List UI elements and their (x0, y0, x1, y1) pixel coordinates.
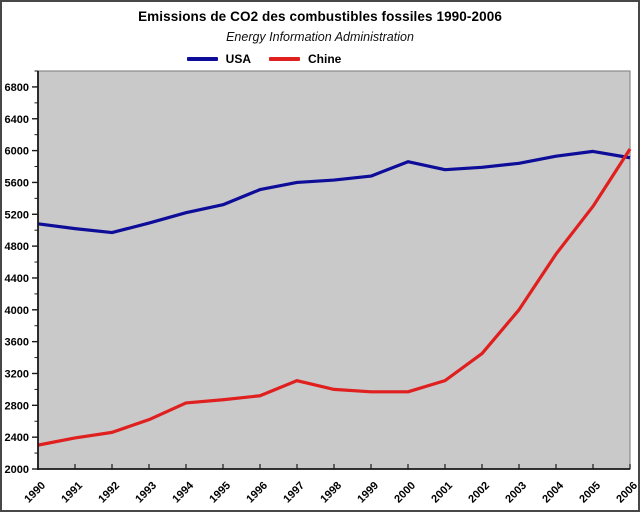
y-axis-label: 5200 (5, 209, 29, 221)
y-axis-label: 4800 (5, 241, 29, 253)
x-axis-label: 1998 (318, 480, 344, 506)
y-axis-label: 5600 (5, 177, 29, 189)
y-axis-label: 3200 (5, 368, 29, 380)
legend: USA Chine (2, 52, 582, 66)
x-axis-label: 2005 (577, 480, 603, 506)
legend-item-usa: USA (186, 52, 251, 66)
x-axis-label: 1997 (281, 480, 307, 506)
plot-background (37, 70, 631, 470)
y-axis-label: 6800 (5, 82, 29, 94)
y-axis-label: 4000 (5, 305, 29, 317)
chart-title: Emissions de CO2 des combustibles fossil… (138, 9, 502, 24)
y-axis-label: 2800 (5, 400, 29, 412)
legend-label: USA (225, 52, 251, 66)
x-axis-label: 1994 (170, 479, 196, 505)
y-axis-label: 3600 (5, 337, 29, 349)
x-axis-label: 1996 (244, 480, 270, 506)
x-axis-label: 1999 (355, 480, 381, 506)
x-axis-label: 2002 (466, 480, 492, 506)
chart-subtitle: Energy Information Administration (226, 30, 414, 44)
legend-item-chine: Chine (269, 52, 341, 66)
x-axis-label: 2004 (540, 479, 566, 505)
y-axis-label: 6000 (5, 146, 29, 158)
usa-line (37, 149, 631, 235)
usa-line-swatch-icon (186, 57, 218, 61)
x-axis-label: 1993 (133, 480, 159, 506)
x-axis-label: 2001 (429, 480, 455, 506)
y-axis-label: 6400 (5, 114, 29, 126)
x-axis-label: 2000 (392, 480, 418, 506)
chine-line (37, 148, 632, 447)
x-axis-label: 2006 (614, 480, 638, 506)
x-axis-label: 1995 (207, 480, 233, 506)
y-axis-label: 4400 (5, 273, 29, 285)
chine-line-swatch-icon (269, 57, 300, 61)
x-axis-label: 2003 (503, 480, 529, 506)
x-axis-label: 1992 (96, 480, 122, 506)
y-axis-label: 2400 (5, 432, 29, 444)
y-axis-label: 2000 (5, 464, 29, 476)
x-axis-label: 1990 (22, 480, 48, 506)
x-axis-label: 1991 (59, 480, 85, 506)
legend-label: Chine (308, 52, 342, 66)
